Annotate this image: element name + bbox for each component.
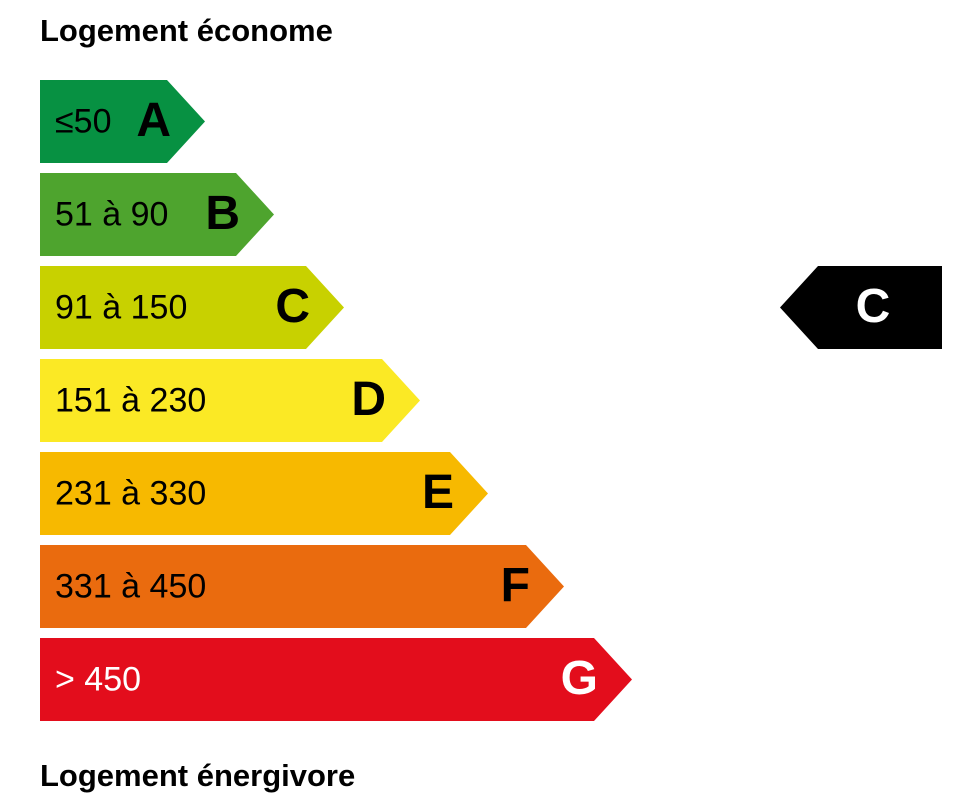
band-range: 91 à 150 — [55, 288, 187, 326]
band-range: ≤50 — [55, 102, 111, 140]
band-letter: B — [205, 187, 240, 240]
band — [40, 80, 205, 163]
band-range: 331 à 450 — [55, 567, 206, 605]
band-range: > 450 — [55, 660, 141, 698]
band-letter: A — [136, 94, 171, 147]
band-range: 51 à 90 — [55, 195, 168, 233]
band — [40, 359, 420, 442]
band-range: 151 à 230 — [55, 381, 206, 419]
band-range: 231 à 330 — [55, 474, 206, 512]
indicator-arrow — [780, 266, 942, 349]
band — [40, 452, 488, 535]
band-letter: D — [351, 373, 386, 426]
footer-title: Logement énergivore — [40, 758, 355, 793]
band — [40, 173, 274, 256]
band-letter: C — [275, 280, 310, 333]
band-letter: F — [501, 559, 530, 612]
band — [40, 266, 344, 349]
band — [40, 545, 564, 628]
band-letter: G — [561, 652, 598, 705]
header-title: Logement économe — [40, 13, 333, 48]
band-letter: E — [422, 466, 454, 519]
band — [40, 638, 632, 721]
indicator-letter: C — [856, 280, 891, 333]
